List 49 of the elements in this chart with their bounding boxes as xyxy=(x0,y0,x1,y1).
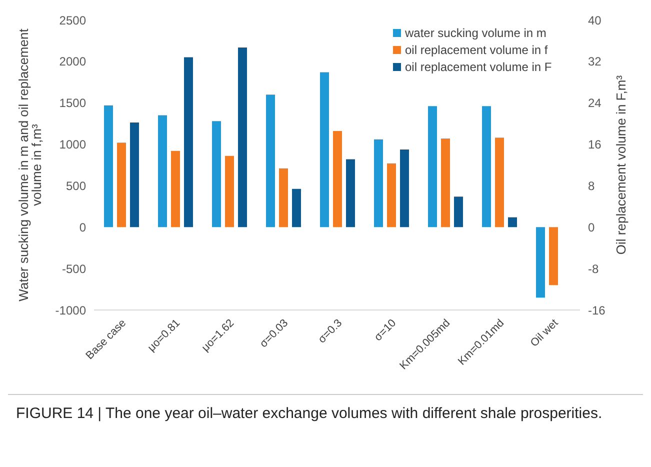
bar xyxy=(320,72,329,228)
bar xyxy=(238,47,247,228)
legend-label: oil replacement volume in F xyxy=(405,60,552,74)
bar xyxy=(130,122,139,228)
y2-tick-label: 32 xyxy=(588,54,602,69)
bar xyxy=(266,94,275,228)
text: FIGURE 14 | The one year oil–water exchange volumes with different shale prosperities. xyxy=(16,405,602,422)
y2-tick-label: 40 xyxy=(588,13,602,28)
bar xyxy=(536,227,545,298)
bar xyxy=(104,105,113,228)
bar xyxy=(428,106,437,228)
y-axis-title: Water sucking volume in m and oil replacement volume in f,m³ xyxy=(16,28,44,302)
y-tick-label: -1000 xyxy=(55,303,86,318)
bar xyxy=(158,115,167,228)
y2-tick-label: 16 xyxy=(588,138,602,152)
y-tick-label: 1500 xyxy=(59,96,86,110)
bar xyxy=(346,159,355,228)
y2-tick-label: -16 xyxy=(588,303,606,318)
bar xyxy=(495,138,504,228)
y2-tick-label: 24 xyxy=(588,96,602,110)
bar xyxy=(508,217,517,228)
y-tick-label: 2000 xyxy=(59,54,86,69)
bar xyxy=(441,138,450,228)
bar xyxy=(333,131,342,228)
legend-label: oil replacement volume in f xyxy=(405,43,548,57)
y-tick-label: 0 xyxy=(79,220,86,234)
y2-tick-label: -8 xyxy=(588,262,599,276)
y2-tick-label: 0 xyxy=(588,220,595,234)
y-tick-label: 2500 xyxy=(59,13,86,28)
y2-tick-label: 8 xyxy=(588,178,595,193)
bar xyxy=(225,156,234,228)
bar xyxy=(400,149,409,228)
y-tick-label: 1000 xyxy=(59,138,86,152)
bar xyxy=(279,168,288,228)
y2-axis-title: Oil replacement volume in F,m³ xyxy=(614,74,629,255)
bar xyxy=(117,142,126,228)
bar xyxy=(171,150,180,228)
bar xyxy=(292,188,301,228)
bar xyxy=(387,163,396,228)
x-tick-label: Oil wet xyxy=(528,317,561,350)
bar xyxy=(454,196,463,228)
legend-label: water sucking volume in m xyxy=(405,26,546,40)
y-tick-label: 500 xyxy=(66,178,86,193)
bar xyxy=(482,106,491,228)
bar xyxy=(212,121,221,228)
bar xyxy=(374,139,383,228)
y-tick-label: -500 xyxy=(62,262,86,276)
bar xyxy=(184,57,193,228)
bar xyxy=(549,227,558,286)
